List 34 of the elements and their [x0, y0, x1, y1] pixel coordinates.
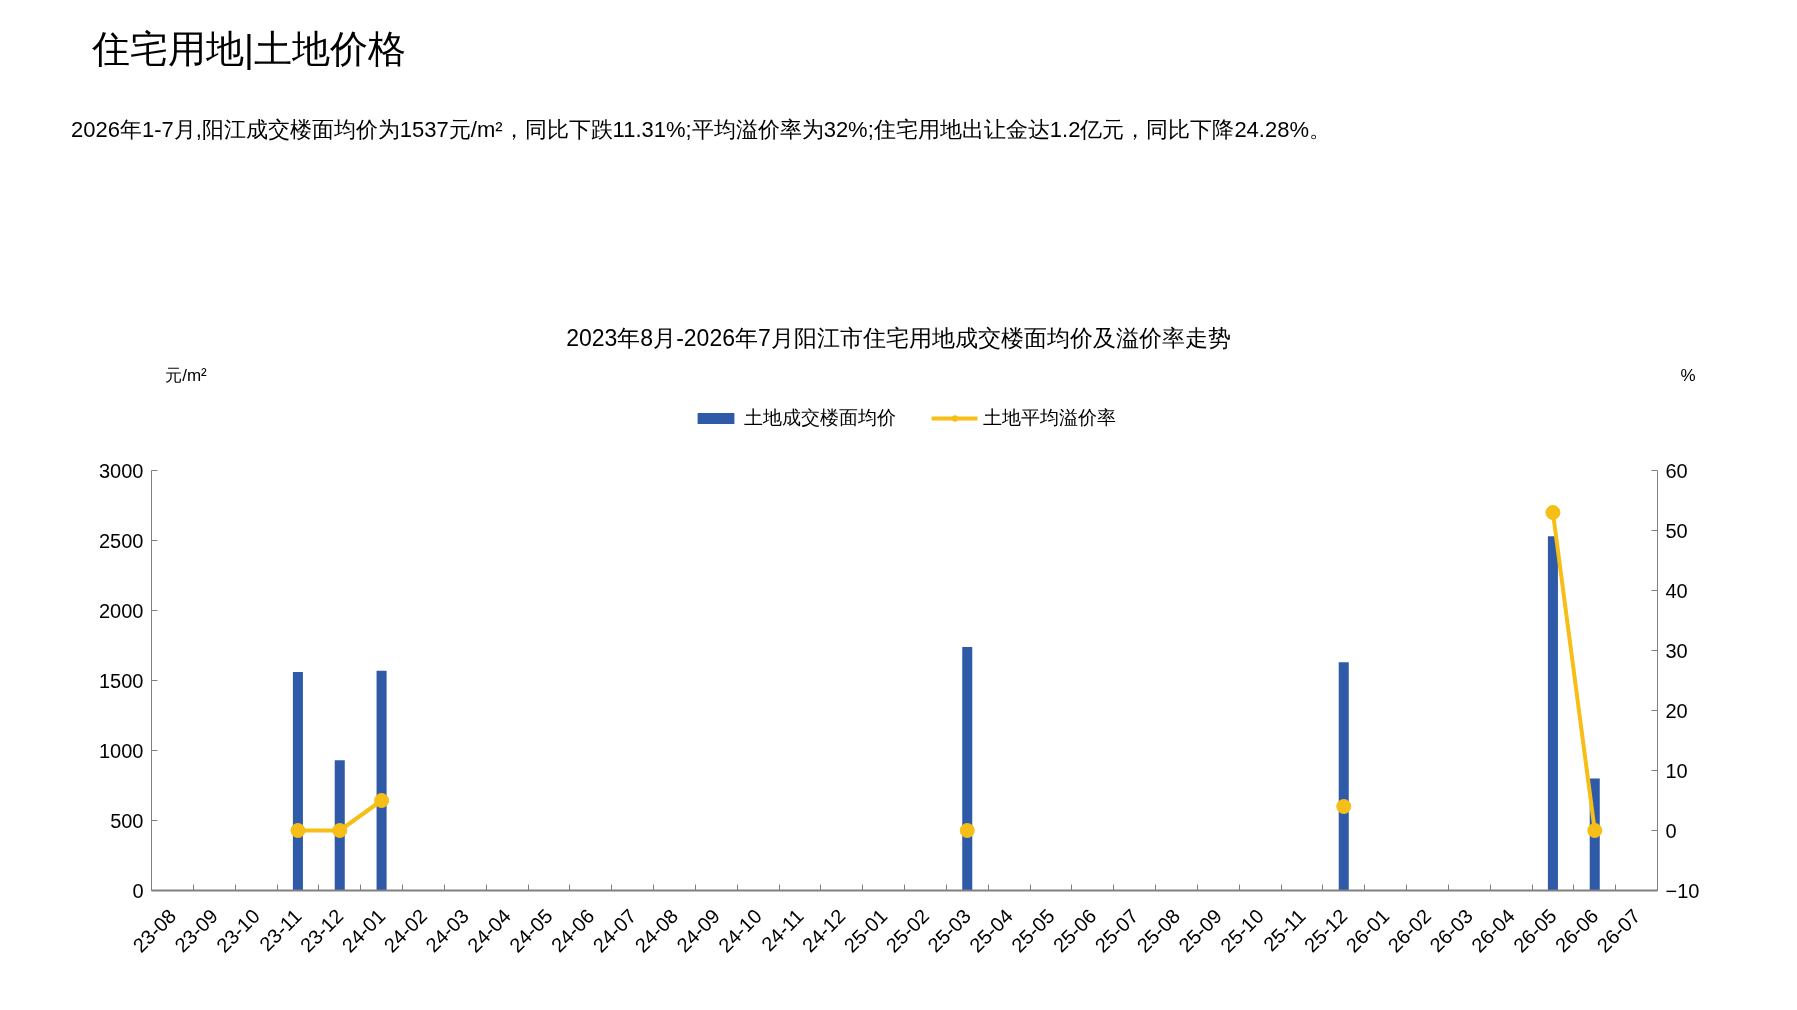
- point: [374, 793, 390, 808]
- y2-tick-label: −10: [1665, 879, 1700, 902]
- y2-axis-title: %: [1680, 365, 1696, 387]
- y2-tick-label: 0: [1665, 819, 1677, 842]
- text: 住宅用地|土地价格: [92, 27, 406, 72]
- chart-title: 2023年8月-2026年7月阳江市住宅用地成交楼面均价及溢价率走势: [566, 324, 1231, 353]
- y2-tick-label: 60: [1665, 459, 1688, 482]
- y-tick-label: 1500: [99, 669, 144, 692]
- y-tick-label: 2500: [99, 529, 144, 552]
- bar: [376, 670, 387, 891]
- point: [332, 823, 348, 838]
- bar: [1338, 662, 1349, 891]
- y2-tick-label: 50: [1665, 519, 1688, 542]
- y-tick-label: 2000: [99, 599, 144, 622]
- bar: [1547, 536, 1558, 891]
- y2-tick-label: 30: [1665, 639, 1688, 662]
- legend-label: 土地平均溢价率: [982, 406, 1116, 430]
- point: [1336, 799, 1352, 814]
- y2-tick-label: 10: [1665, 759, 1688, 782]
- bar: [292, 672, 303, 891]
- text: 2026年1-7月,阳江成交楼面均价为1537元/m²，同比下跌11.31%;平均溢价率为32%;住宅用地出让金达1.2亿元，同比下降24.28%。: [71, 116, 1331, 144]
- y-tick-label: 3000: [99, 459, 144, 482]
- y-tick-label: 500: [110, 809, 144, 832]
- y2-tick-label: 40: [1665, 579, 1688, 602]
- point: [290, 823, 306, 838]
- y-tick-label: 1000: [99, 739, 144, 762]
- point: [959, 823, 975, 838]
- point: [1545, 505, 1561, 520]
- y-tick-label: 0: [132, 879, 144, 902]
- y2-tick-label: 20: [1665, 699, 1688, 722]
- legend-label: 土地成交楼面均价: [743, 406, 896, 430]
- bar: [962, 646, 973, 891]
- y-axis-title: 元/m²: [165, 365, 207, 387]
- point: [1587, 823, 1603, 838]
